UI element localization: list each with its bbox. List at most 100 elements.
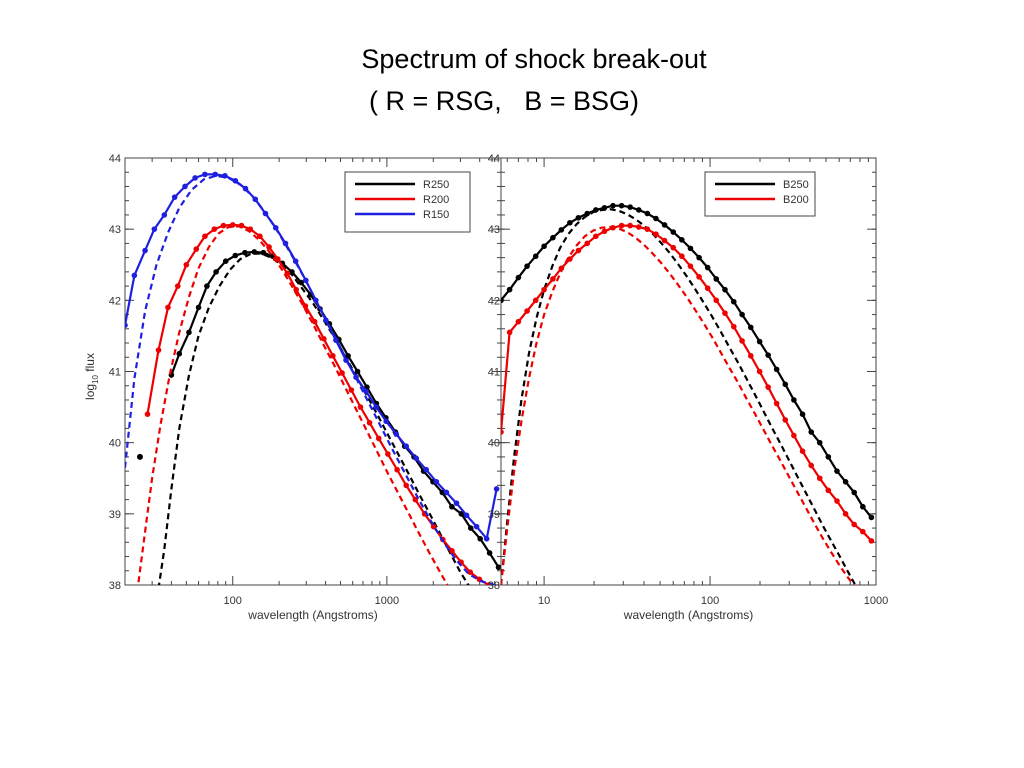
data-point-b200 — [747, 353, 754, 359]
data-point-b200 — [532, 297, 539, 304]
data-point-r200 — [302, 303, 309, 309]
data-point-b200 — [627, 222, 633, 229]
data-point-r250 — [458, 511, 465, 517]
data-point-b250 — [722, 286, 728, 293]
chart-panel-left: 100 1000 38 39 40 41 42 43 44 wavelength (Angstro… — [83, 153, 502, 622]
chart-panel-right: 10 100 1000 38 39 40 41 42 43 44 wavelength (Angst… — [488, 153, 888, 622]
data-point-b200 — [799, 448, 806, 455]
legend-label: B250 — [783, 179, 809, 191]
data-point-b250 — [558, 227, 565, 233]
data-point-r250 — [186, 329, 192, 336]
data-point-b200 — [584, 240, 591, 247]
data-point-r150 — [463, 512, 470, 519]
data-point-r150 — [202, 171, 208, 178]
legend-label: R200 — [423, 194, 449, 206]
data-point-b200 — [834, 498, 840, 504]
series-line-r250 — [170, 250, 500, 568]
data-point-r200 — [403, 482, 410, 489]
y-tick-label: 42 — [488, 295, 500, 307]
data-point-r150 — [232, 177, 239, 184]
data-point-b250 — [851, 489, 858, 496]
data-point-r150 — [383, 418, 390, 425]
y-tick-label: 38 — [488, 580, 500, 592]
data-point-r200 — [174, 283, 181, 289]
data-point-b250 — [661, 222, 668, 228]
y-tick-label: 40 — [488, 438, 500, 450]
data-point-b200 — [713, 297, 720, 304]
data-point-r250 — [222, 258, 229, 264]
data-point-r250 — [242, 249, 248, 256]
data-point-b200 — [730, 323, 737, 330]
x-tick-label: 10 — [538, 595, 550, 607]
data-point-b250 — [679, 237, 685, 243]
slide-title-line-2: ( R = RSG, B = BSG) — [368, 86, 640, 116]
data-point-r200 — [385, 451, 391, 457]
data-point-b200 — [704, 285, 711, 292]
data-point-r200 — [394, 466, 400, 473]
data-point-r150 — [493, 486, 500, 492]
data-point-r200 — [193, 246, 200, 252]
y-axis-label: log10 flux — [83, 353, 100, 400]
y-tick-label: 43 — [488, 224, 500, 236]
y-tick-label: 41 — [109, 367, 121, 379]
data-point-r200 — [321, 335, 327, 342]
data-point-r200 — [257, 233, 263, 240]
data-point-r250 — [354, 368, 361, 375]
data-point-b200 — [670, 244, 677, 251]
data-point-b200 — [550, 276, 556, 282]
y-tick-label: 39 — [109, 509, 121, 521]
series-line-r150-model — [125, 174, 495, 585]
data-point-r250 — [477, 535, 483, 542]
data-point-b250 — [644, 210, 651, 217]
data-point-r200 — [339, 370, 345, 376]
data-point-r200 — [467, 569, 474, 575]
data-point-r250-stray-point — [136, 453, 143, 460]
data-point-b250 — [868, 514, 875, 521]
y-tick-label: 44 — [109, 153, 121, 165]
data-point-r200 — [211, 226, 218, 232]
data-point-b250 — [567, 219, 573, 226]
data-point-b250 — [575, 214, 582, 221]
data-point-r150 — [282, 240, 289, 247]
data-point-b250 — [842, 479, 849, 485]
data-point-b250 — [653, 215, 659, 222]
data-point-r200 — [165, 304, 171, 311]
data-point-r250 — [298, 279, 304, 286]
data-point-r150 — [363, 388, 369, 395]
x-tick-label: 100 — [224, 595, 242, 607]
data-point-r150 — [483, 535, 490, 542]
legend: R250 R200 R150 — [344, 171, 471, 233]
data-point-b250 — [704, 264, 711, 271]
y-tick-label: 40 — [109, 438, 121, 450]
data-point-b250 — [506, 286, 513, 293]
data-point-b250 — [730, 298, 737, 305]
data-point-b250 — [670, 229, 677, 235]
series-line-b200 — [501, 224, 873, 542]
data-point-r150 — [443, 489, 450, 496]
data-point-r250 — [495, 564, 501, 571]
data-point-r150 — [171, 194, 178, 200]
x-tick-label: 1000 — [864, 595, 888, 607]
data-point-r250 — [486, 550, 493, 556]
data-point-r150 — [433, 479, 440, 485]
legend-box — [704, 171, 816, 217]
data-point-r150 — [373, 404, 379, 410]
data-point-r200 — [144, 411, 151, 418]
data-point-r150 — [142, 247, 148, 254]
data-point-r150 — [182, 183, 188, 190]
data-point-b200 — [661, 237, 668, 244]
data-point-b200 — [653, 231, 659, 237]
data-point-r200 — [412, 496, 419, 503]
y-tick-label: 41 — [488, 367, 500, 379]
data-point-b250 — [747, 324, 754, 331]
data-point-b200 — [860, 528, 866, 535]
data-point-b200 — [756, 368, 763, 375]
data-point-b250 — [825, 454, 832, 460]
series-line-r250-model — [157, 252, 470, 585]
data-point-r150 — [333, 337, 339, 343]
data-point-b200 — [515, 318, 522, 325]
plot-area — [125, 171, 501, 585]
data-point-r200 — [449, 548, 455, 554]
legend-label: R250 — [423, 179, 449, 191]
